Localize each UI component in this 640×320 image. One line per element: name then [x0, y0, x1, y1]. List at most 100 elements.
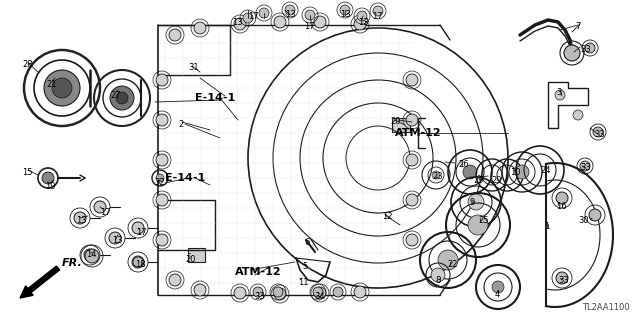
Text: 24: 24	[540, 166, 550, 175]
Polygon shape	[188, 248, 205, 262]
Text: 2: 2	[178, 120, 183, 129]
Circle shape	[84, 249, 96, 261]
Text: 18: 18	[135, 260, 146, 269]
Text: 13: 13	[232, 18, 243, 27]
Polygon shape	[392, 118, 410, 132]
Circle shape	[555, 90, 565, 100]
Circle shape	[169, 274, 181, 286]
Text: 20: 20	[185, 255, 195, 264]
Circle shape	[354, 286, 366, 298]
Circle shape	[354, 18, 366, 30]
Circle shape	[468, 194, 484, 210]
Circle shape	[132, 256, 144, 268]
Circle shape	[110, 86, 134, 110]
Circle shape	[406, 74, 418, 86]
Text: 4: 4	[495, 290, 500, 299]
Text: 31: 31	[188, 63, 198, 72]
Text: 13: 13	[358, 18, 369, 27]
Circle shape	[259, 8, 269, 18]
Text: 28: 28	[22, 60, 33, 69]
Circle shape	[432, 171, 440, 179]
Text: 25: 25	[478, 216, 488, 225]
Circle shape	[109, 232, 121, 244]
Circle shape	[406, 194, 418, 206]
Circle shape	[314, 287, 326, 299]
Circle shape	[116, 92, 128, 104]
Circle shape	[589, 209, 601, 221]
Circle shape	[194, 22, 206, 34]
FancyArrow shape	[20, 266, 60, 298]
Text: 5: 5	[302, 262, 307, 271]
Text: 27: 27	[110, 91, 120, 100]
Text: 11: 11	[298, 278, 308, 287]
Text: 19: 19	[45, 182, 56, 191]
Text: 13: 13	[285, 10, 296, 19]
Text: 13: 13	[112, 236, 123, 245]
Circle shape	[74, 212, 86, 224]
Text: 15: 15	[22, 168, 33, 177]
Circle shape	[357, 11, 367, 21]
Circle shape	[156, 114, 168, 126]
Text: 1: 1	[544, 222, 549, 231]
Circle shape	[313, 287, 323, 297]
Circle shape	[585, 43, 595, 53]
Text: ATM-12: ATM-12	[395, 128, 442, 138]
Text: 34: 34	[314, 292, 324, 301]
Circle shape	[274, 288, 286, 300]
Text: 33: 33	[580, 163, 591, 172]
Circle shape	[373, 6, 383, 16]
Circle shape	[169, 29, 181, 41]
Text: FR.: FR.	[62, 258, 83, 268]
Circle shape	[406, 154, 418, 166]
Text: 33: 33	[558, 276, 569, 285]
Circle shape	[156, 194, 168, 206]
Circle shape	[406, 114, 418, 126]
Text: 17: 17	[372, 12, 383, 21]
Circle shape	[573, 110, 583, 120]
Text: TL2AA1100: TL2AA1100	[582, 303, 630, 312]
Text: 14: 14	[86, 250, 97, 259]
Circle shape	[314, 16, 326, 28]
Circle shape	[463, 165, 477, 179]
Text: 33: 33	[254, 292, 265, 301]
Circle shape	[156, 154, 168, 166]
Circle shape	[243, 13, 253, 23]
Circle shape	[285, 5, 295, 15]
Text: 9: 9	[470, 198, 476, 207]
Text: 16: 16	[556, 202, 566, 211]
Text: 23: 23	[432, 172, 443, 181]
Text: 26: 26	[458, 160, 468, 169]
Circle shape	[194, 284, 206, 296]
Text: 29: 29	[491, 176, 502, 185]
Text: 17: 17	[304, 22, 315, 31]
Circle shape	[431, 268, 445, 282]
Circle shape	[468, 215, 488, 235]
Circle shape	[556, 192, 568, 204]
Circle shape	[52, 78, 72, 98]
Text: 8: 8	[435, 276, 440, 285]
Text: ATM-12: ATM-12	[235, 267, 282, 277]
Circle shape	[333, 287, 343, 297]
Circle shape	[44, 70, 80, 106]
Text: 32: 32	[154, 178, 164, 187]
Circle shape	[515, 165, 529, 179]
Text: 17: 17	[136, 228, 147, 237]
Circle shape	[156, 74, 168, 86]
Circle shape	[593, 127, 603, 137]
Circle shape	[132, 222, 144, 234]
Circle shape	[156, 174, 164, 182]
Circle shape	[94, 201, 106, 213]
Circle shape	[305, 10, 315, 20]
Circle shape	[234, 18, 246, 30]
Circle shape	[564, 45, 580, 61]
Text: 20: 20	[390, 117, 401, 126]
Text: E-14-1: E-14-1	[195, 93, 236, 103]
Text: 13: 13	[76, 216, 86, 225]
Circle shape	[340, 5, 350, 15]
Text: 17: 17	[100, 208, 111, 217]
Text: 30: 30	[578, 216, 589, 225]
Text: 17: 17	[248, 12, 259, 21]
Circle shape	[556, 272, 568, 284]
Circle shape	[234, 287, 246, 299]
Text: 12: 12	[382, 212, 392, 221]
